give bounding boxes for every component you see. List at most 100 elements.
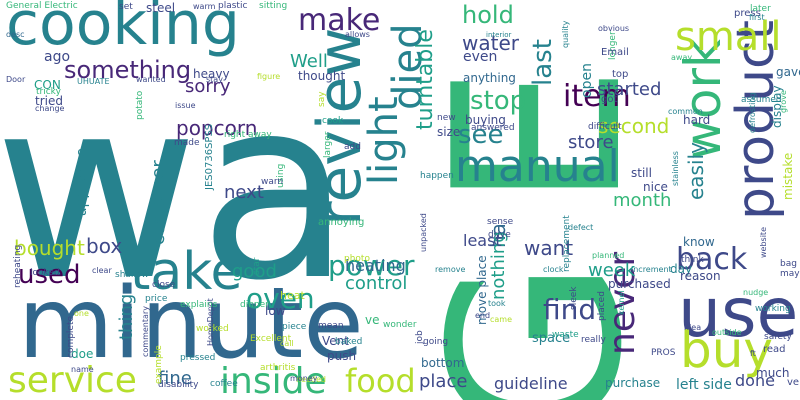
word-117: price <box>145 294 168 304</box>
word-171: happen <box>420 171 454 181</box>
word-109: really <box>581 335 606 345</box>
word-72: heat <box>280 289 305 302</box>
word-189: assumed <box>741 95 782 105</box>
word-59: General Electric <box>6 1 78 11</box>
word-77: low <box>265 304 286 318</box>
word-19: item <box>563 79 631 114</box>
word-25: oven <box>246 282 315 315</box>
word-115: call <box>280 339 294 348</box>
word-122: pressed <box>180 353 216 363</box>
word-82: purchase <box>605 376 661 390</box>
word-31: hold <box>462 1 514 29</box>
word-62: started <box>597 79 662 100</box>
word-129: close <box>152 280 176 290</box>
word-6: use <box>678 274 799 353</box>
word-75: Vent <box>322 334 349 348</box>
word-52: done <box>735 371 775 390</box>
word-61: thing <box>116 293 137 340</box>
word-150: waste <box>552 330 579 340</box>
word-137: tricky <box>36 87 61 97</box>
word-51: guideline <box>494 374 568 393</box>
word-143: obvious <box>598 24 630 33</box>
word-13: inside <box>220 361 327 400</box>
word-21: last <box>528 39 558 86</box>
word-149: end <box>475 311 491 320</box>
word-169: came <box>490 315 513 324</box>
word-28: turntable <box>413 29 438 130</box>
word-187: away <box>671 53 693 62</box>
word-0: wa <box>0 44 352 335</box>
word-197: venting <box>787 377 800 388</box>
word-79: bottom <box>421 356 465 370</box>
word-40: customer <box>148 160 169 245</box>
word-111: placed <box>597 291 607 321</box>
word-58: steel <box>146 1 176 15</box>
word-32: something <box>64 56 192 84</box>
word-76: push <box>327 349 357 363</box>
word-192: stainless <box>671 151 680 186</box>
word-168: took <box>488 299 506 308</box>
word-125: coffee <box>210 379 238 389</box>
word-92: mistake <box>781 152 795 200</box>
word-55: Well <box>290 51 328 72</box>
word-104: top <box>612 69 629 80</box>
word-175: say <box>317 91 327 107</box>
word-69: thought <box>298 69 346 83</box>
word-132: shallow <box>115 270 149 280</box>
word-176: add <box>344 142 361 152</box>
word-45: week <box>588 260 636 281</box>
word-11: service <box>8 360 137 400</box>
word-190: grove <box>779 90 788 113</box>
word-133: reheating <box>13 244 23 288</box>
word-37: easily <box>684 142 708 200</box>
word-170: remove <box>435 265 466 274</box>
word-85: day <box>670 262 693 276</box>
word-63: least <box>463 231 502 250</box>
word-138: change <box>35 104 65 113</box>
word-87: know <box>683 235 715 249</box>
word-184: figure <box>257 72 281 81</box>
word-53: left side <box>676 377 732 393</box>
word-158: maybe <box>780 269 800 279</box>
word-22: find <box>543 293 597 326</box>
word-152: kernel <box>617 290 626 315</box>
word-134: looked <box>30 268 60 278</box>
word-181: unpacked <box>419 213 428 252</box>
word-74: right away <box>224 130 272 140</box>
word-86: still <box>631 166 652 180</box>
word-99: size <box>437 125 461 139</box>
word-96: press <box>734 8 761 19</box>
word-196: example <box>154 345 164 384</box>
word-145: quality <box>561 20 570 48</box>
word-66: anything <box>463 71 516 85</box>
word-16: power <box>328 249 415 282</box>
word-194: ve <box>365 313 380 327</box>
word-119: name <box>71 365 94 374</box>
word-103: Email <box>601 47 629 58</box>
word-78: piece <box>282 322 307 332</box>
word-43: place <box>419 371 468 392</box>
word-84: nice <box>643 180 668 194</box>
word-146: sense <box>487 217 514 227</box>
word-93: warm <box>193 2 216 11</box>
word-36: store <box>568 132 614 153</box>
word-116: star <box>252 257 262 275</box>
word-188: common <box>668 107 703 116</box>
word-34: water <box>462 31 519 55</box>
word-174: cook <box>322 116 344 126</box>
word-157: read <box>763 344 786 355</box>
word-90: gave <box>776 65 800 79</box>
word-185: wanted <box>136 75 166 84</box>
word-110: sleek <box>569 286 579 310</box>
word-33: second <box>598 114 670 138</box>
word-163: think <box>681 255 704 265</box>
word-147: drive <box>488 230 511 240</box>
word-126: disability <box>158 380 199 390</box>
word-70: potato <box>135 90 145 120</box>
word-154: idea <box>684 323 702 332</box>
word-128: commentary <box>141 306 150 357</box>
word-100: new <box>437 113 456 123</box>
word-112: wonder <box>383 320 417 330</box>
word-140: Door <box>6 75 26 84</box>
word-18: make <box>298 3 381 38</box>
